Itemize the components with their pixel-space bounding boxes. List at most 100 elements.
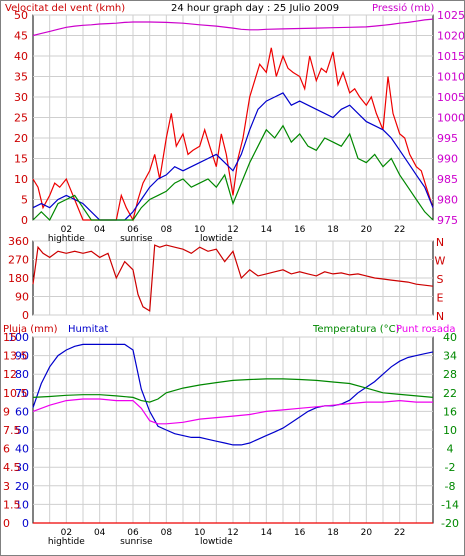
wind-tick-label: 20 (14, 132, 28, 145)
pressure-tick-label: 1000 (437, 112, 464, 125)
pressure-tick-label: 1025 (437, 9, 464, 22)
humidity-tick-label: 80 (15, 368, 29, 381)
wind-tick-label: 30 (14, 91, 28, 104)
direction-tick-label: 0 (22, 309, 29, 322)
pressure-tick-label: 995 (437, 132, 458, 145)
temperature-tick-label: 16 (443, 405, 457, 418)
hour-tick-label: 16 (294, 225, 306, 235)
wind-axis-label: Velocitat del vent (kmh) (5, 3, 125, 14)
temperature-tick-label: 34 (443, 350, 457, 363)
hour-tick-label: 18 (327, 528, 339, 538)
hour-tick-label: 18 (327, 225, 339, 235)
wind-tick-label: 10 (14, 173, 28, 186)
pressure-tick-label: 1010 (437, 71, 464, 84)
temperature-axis-label: Temperatura (°C) (312, 324, 400, 335)
rain-tick-label: 0 (3, 517, 10, 530)
temperature-tick-label: -14 (441, 498, 459, 511)
hour-tick-label: 10 (194, 225, 206, 235)
temperature-tick-label: 4 (447, 443, 454, 456)
dewpoint-axis-label: Punt rosada (396, 324, 455, 335)
hour-tick-label: 20 (361, 225, 373, 235)
humidity-tick-label: 0 (22, 517, 29, 530)
wind-tick-label: 25 (14, 112, 28, 125)
humidity-line (32, 343, 434, 446)
hour-tick-label: 20 (361, 528, 373, 538)
humidity-tick-label: 30 (15, 461, 29, 474)
hour-tick-label: 06 (127, 225, 139, 235)
humidity-tick-label: 100 (8, 331, 29, 344)
rain-tick-label: 15 (3, 331, 17, 344)
temperature-line (32, 378, 434, 403)
temperature-tick-label: -2 (445, 461, 456, 474)
pressure-tick-label: 990 (437, 153, 458, 166)
tide-annotation-label: lowtide (200, 234, 233, 244)
humidity-tick-label: 60 (15, 405, 29, 418)
tide-annotation-label: sunrise (120, 537, 153, 547)
rain-axis-label: Pluja (mm) (3, 324, 58, 335)
temperature-tick-label: 28 (443, 368, 457, 381)
dewpoint-line (32, 398, 433, 425)
hour-tick-label: 04 (94, 225, 106, 235)
rain-tick-label: 10.5 (3, 387, 28, 400)
direction-tick-label: 270 (8, 254, 29, 267)
wind-tick-label: 35 (14, 71, 28, 84)
rain-tick-label: 7.5 (3, 424, 21, 437)
wind-direction-line (32, 244, 434, 312)
humidity-tick-label: 40 (15, 443, 29, 456)
hour-tick-label: 16 (294, 528, 306, 538)
tide-annotation-label: sunrise (120, 234, 153, 244)
tide-annotation-label: hightide (48, 537, 85, 547)
hour-tick-label: 02 (61, 528, 72, 538)
hour-tick-label: 22 (394, 528, 405, 538)
compass-letter-label: E (437, 292, 444, 305)
wind-tick-label: 15 (14, 153, 28, 166)
hour-tick-label: 06 (127, 528, 139, 538)
rain-tick-label: 4.5 (3, 461, 21, 474)
hour-tick-label: 12 (227, 225, 238, 235)
direction-tick-label: 180 (8, 272, 29, 285)
compass-letter-label: S (437, 273, 444, 286)
temperature-tick-label: -20 (441, 517, 459, 530)
chart-title: 24 hour graph day : 25 Julio 2009 (171, 3, 339, 14)
temperature-tick-label: 10 (443, 424, 457, 437)
wind-speed-line (32, 124, 434, 222)
hour-tick-label: 08 (161, 225, 173, 235)
wind-tick-label: 45 (14, 30, 28, 43)
hour-tick-label: 10 (194, 528, 206, 538)
rain-tick-label: 12 (3, 368, 17, 381)
rain-tick-label: 3 (3, 480, 10, 493)
temperature-tick-label: -8 (445, 480, 456, 493)
pressure-axis-label: Pressió (mb) (372, 2, 434, 14)
wind-tick-label: 0 (21, 214, 28, 227)
tide-annotation-label: hightide (48, 234, 85, 244)
pressure-tick-label: 1005 (437, 91, 464, 104)
hour-tick-label: 02 (61, 225, 72, 235)
pressure-tick-label: 1015 (437, 50, 464, 63)
wind-tick-label: 50 (14, 9, 28, 22)
rain-tick-label: 1.5 (3, 498, 21, 511)
rain-tick-label: 9 (3, 405, 10, 418)
hour-tick-label: 12 (227, 528, 238, 538)
compass-letter-label: W (435, 255, 446, 268)
humidity-tick-label: 10 (15, 498, 29, 511)
direction-tick-label: 90 (15, 291, 29, 304)
humidity-tick-label: 50 (15, 424, 29, 437)
direction-tick-label: 360 (8, 235, 29, 248)
hour-tick-label: 22 (394, 225, 405, 235)
tide-annotation-label: lowtide (200, 537, 233, 547)
compass-letter-label: N (436, 236, 444, 249)
hour-tick-label: 14 (261, 528, 273, 538)
hour-tick-label: 14 (261, 225, 273, 235)
rain-tick-label: 6 (3, 443, 10, 456)
humidity-axis-label: Humitat (68, 324, 108, 335)
humidity-tick-label: 70 (15, 387, 29, 400)
hour-tick-label: 04 (94, 528, 106, 538)
pressure-tick-label: 980 (437, 194, 458, 207)
hour-tick-label: 08 (161, 528, 173, 538)
temperature-tick-label: 22 (443, 387, 457, 400)
pressure-tick-label: 985 (437, 173, 458, 186)
pressure-line (32, 18, 434, 37)
humidity-tick-label: 90 (15, 350, 29, 363)
